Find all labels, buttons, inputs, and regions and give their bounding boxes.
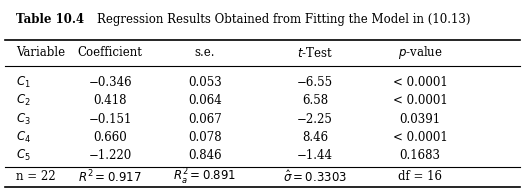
Text: −2.25: −2.25	[297, 113, 333, 125]
Text: $p$-value: $p$-value	[397, 44, 443, 61]
Text: $R^2 = 0.917$: $R^2 = 0.917$	[78, 168, 142, 185]
Text: 8.46: 8.46	[302, 131, 328, 144]
Text: −0.151: −0.151	[89, 113, 132, 125]
Text: Table 10.4: Table 10.4	[16, 13, 84, 26]
Text: $t$-Test: $t$-Test	[297, 46, 333, 60]
Text: 0.418: 0.418	[93, 94, 127, 107]
Text: s.e.: s.e.	[194, 46, 215, 59]
Text: 0.846: 0.846	[188, 149, 222, 162]
Text: $C_5$: $C_5$	[16, 148, 30, 163]
Text: $\hat{\sigma} = 0.3303$: $\hat{\sigma} = 0.3303$	[283, 169, 347, 185]
Text: Regression Results Obtained from Fitting the Model in (10.13): Regression Results Obtained from Fitting…	[97, 13, 470, 26]
Text: −1.44: −1.44	[297, 149, 333, 162]
Text: −1.220: −1.220	[89, 149, 132, 162]
Text: $R_a^2 = 0.891$: $R_a^2 = 0.891$	[173, 167, 236, 187]
Text: 0.064: 0.064	[188, 94, 222, 107]
Text: Coefficient: Coefficient	[78, 46, 143, 59]
Text: df = 16: df = 16	[398, 170, 442, 183]
Text: 0.1683: 0.1683	[400, 149, 440, 162]
Text: 6.58: 6.58	[302, 94, 328, 107]
Text: 0.078: 0.078	[188, 131, 222, 144]
Text: $C_4$: $C_4$	[16, 130, 31, 145]
Text: < 0.0001: < 0.0001	[393, 131, 447, 144]
Text: 0.0391: 0.0391	[400, 113, 440, 125]
Text: 0.660: 0.660	[93, 131, 127, 144]
Text: 0.067: 0.067	[188, 113, 222, 125]
Text: n = 22: n = 22	[16, 170, 55, 183]
Text: $C_2$: $C_2$	[16, 93, 30, 108]
Text: 0.053: 0.053	[188, 76, 222, 89]
Text: −0.346: −0.346	[88, 76, 132, 89]
Text: < 0.0001: < 0.0001	[393, 94, 447, 107]
Text: < 0.0001: < 0.0001	[393, 76, 447, 89]
Text: $C_3$: $C_3$	[16, 112, 30, 127]
Text: $C_1$: $C_1$	[16, 75, 30, 90]
Text: −6.55: −6.55	[297, 76, 333, 89]
Text: Variable: Variable	[16, 46, 65, 59]
